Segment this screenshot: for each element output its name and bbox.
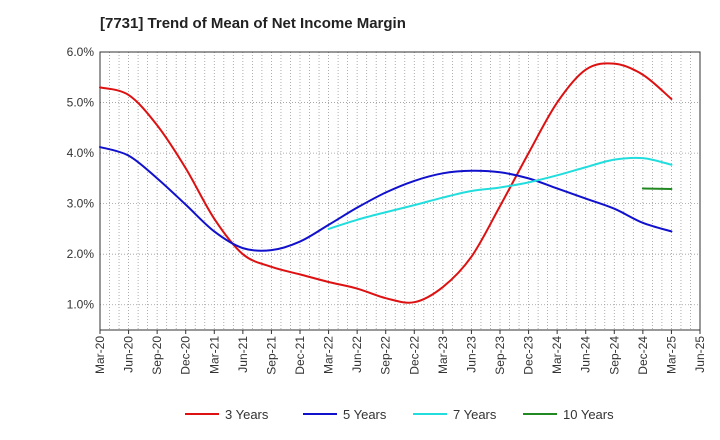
x-tick-label: Dec-21 bbox=[293, 336, 307, 375]
chart-title: [7731] Trend of Mean of Net Income Margi… bbox=[100, 15, 406, 32]
x-tick-label: Jun-25 bbox=[693, 336, 707, 373]
x-tick-label: Mar-21 bbox=[207, 336, 221, 374]
x-tick-label: Sep-24 bbox=[607, 336, 621, 375]
x-tick-label: Jun-20 bbox=[122, 336, 136, 373]
plot-background bbox=[100, 52, 700, 330]
y-tick-label: 1.0% bbox=[67, 298, 95, 312]
x-tick-label: Mar-23 bbox=[436, 336, 450, 374]
plot-frame bbox=[99, 51, 701, 331]
legend-label: 10 Years bbox=[563, 407, 614, 422]
series-line-5-years bbox=[99, 146, 673, 252]
legend-label: 3 Years bbox=[225, 407, 269, 422]
y-tick-label: 6.0% bbox=[67, 45, 95, 59]
x-tick-label: Jun-24 bbox=[579, 336, 593, 373]
x-tick-label: Sep-23 bbox=[493, 336, 507, 375]
series-line-7-years bbox=[327, 156, 673, 230]
x-tick-label: Dec-24 bbox=[636, 336, 650, 375]
legend: 3 Years 5 Years 7 Years 10 Years bbox=[185, 407, 614, 422]
y-axis: 1.0% 2.0% 3.0% 4.0% 5.0% 6.0% bbox=[67, 45, 95, 312]
x-tick-label: Jun-21 bbox=[236, 336, 250, 373]
x-tick-label: Mar-24 bbox=[550, 336, 564, 374]
x-axis: Mar-20 Jun-20 Sep-20 Dec-20 Mar-21 Jun-21 Sep-… bbox=[93, 330, 707, 375]
y-tick-label: 2.0% bbox=[67, 247, 95, 261]
grid bbox=[99, 51, 701, 331]
x-tick-label: Jun-23 bbox=[464, 336, 478, 373]
x-tick-label: Sep-20 bbox=[150, 336, 164, 375]
x-tick-label: Jun-22 bbox=[350, 336, 364, 373]
legend-label: 7 Years bbox=[453, 407, 497, 422]
y-tick-label: 5.0% bbox=[67, 96, 95, 110]
y-tick-label: 3.0% bbox=[67, 197, 95, 211]
plot-area bbox=[99, 62, 673, 304]
series-line-3-years bbox=[99, 62, 673, 304]
x-tick-label: Mar-25 bbox=[664, 336, 678, 374]
x-tick-label: Sep-22 bbox=[379, 336, 393, 375]
x-tick-label: Dec-20 bbox=[179, 336, 193, 375]
x-tick-label: Mar-20 bbox=[93, 336, 107, 374]
x-tick-label: Dec-23 bbox=[522, 336, 536, 375]
x-tick-label: Dec-22 bbox=[407, 336, 421, 375]
x-tick-label: Sep-21 bbox=[264, 336, 278, 375]
x-tick-label: Mar-22 bbox=[322, 336, 336, 374]
legend-label: 5 Years bbox=[343, 407, 387, 422]
series-line-10-years bbox=[641, 187, 673, 190]
y-tick-label: 4.0% bbox=[67, 146, 95, 160]
